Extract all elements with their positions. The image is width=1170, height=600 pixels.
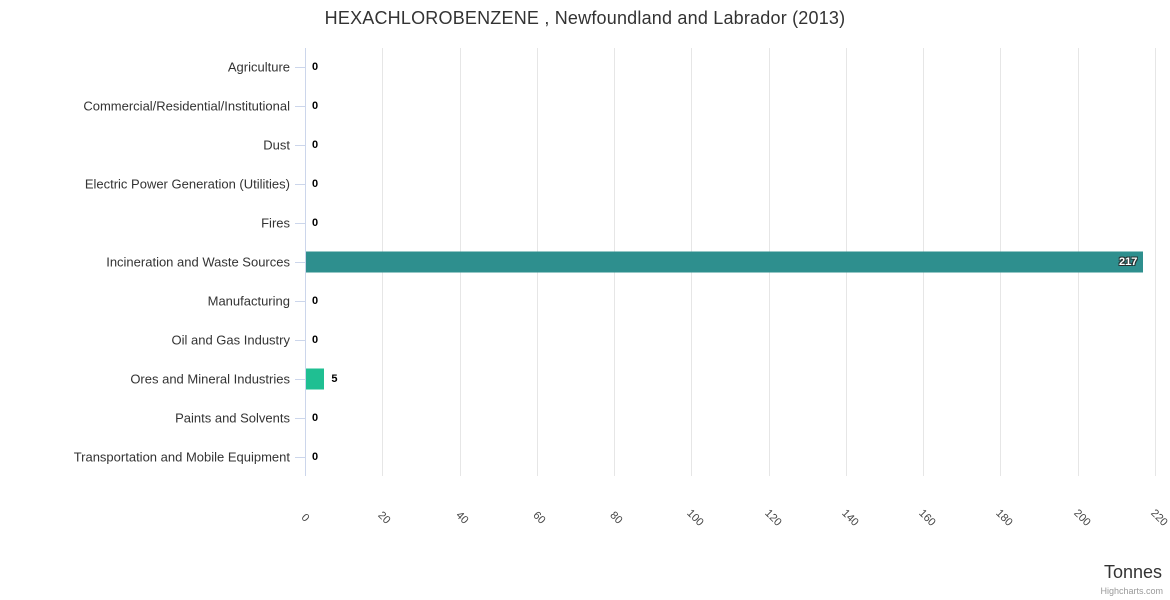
category-label: Agriculture [227, 59, 290, 75]
category-label: Ores and Mineral Industries [130, 371, 290, 387]
gridline [1155, 48, 1156, 476]
value-label: 217 [1119, 255, 1138, 268]
x-tick-label: 40 [452, 509, 471, 527]
category-tick [295, 106, 305, 108]
category-label: Fires [261, 215, 290, 231]
bar-row: Incineration and Waste Sources 217 [106, 243, 1155, 282]
category-tick [295, 184, 305, 186]
bar-row: Commercial/Residential/Institutional 0 [83, 87, 1155, 126]
category-axis-line [305, 48, 306, 476]
category-label: Commercial/Residential/Institutional [83, 98, 290, 114]
category-tick [295, 339, 305, 341]
x-tick-label: 100 [684, 507, 707, 529]
category-tick [295, 378, 305, 380]
value-label: 0 [312, 294, 319, 307]
bar-row: Paints and Solvents 0 [175, 398, 1155, 437]
value-label: 5 [331, 372, 338, 385]
category-tick [295, 261, 305, 263]
bar-row: Transportation and Mobile Equipment 0 [74, 437, 1155, 476]
category-tick [295, 67, 305, 69]
x-tick-label: 20 [375, 509, 393, 527]
value-label: 0 [312, 139, 319, 152]
value-label: 0 [312, 450, 319, 463]
x-tick-label: 160 [916, 507, 938, 529]
category-tick [295, 300, 305, 302]
category-label: Electric Power Generation (Utilities) [84, 176, 290, 192]
bar-row: Agriculture 0 [228, 48, 1155, 87]
bar-row: Ores and Mineral Industries 5 [130, 359, 1155, 398]
value-label: 0 [312, 100, 319, 113]
value-label: 0 [312, 178, 319, 191]
category-label: Incineration and Waste Sources [106, 254, 290, 270]
category-tick [295, 456, 305, 458]
category-tick [295, 145, 305, 147]
category-label: Paints and Solvents [175, 410, 290, 426]
x-axis-title: Tonnes [1103, 562, 1162, 582]
x-tick-label: 0 [298, 511, 312, 525]
x-tick-label: 200 [1070, 507, 1093, 529]
x-tick-label: 120 [761, 507, 784, 529]
category-label: Manufacturing [207, 293, 290, 309]
bar-row: Dust 0 [263, 126, 1155, 165]
highcharts-credits-link[interactable]: Highcharts.com [1100, 586, 1163, 596]
x-tick-label: 80 [607, 509, 625, 527]
plot-area: Agriculture 0 Commercial/Residential/Insti… [74, 48, 1156, 476]
bar-row: Fires 0 [261, 204, 1155, 243]
x-tick-label: 180 [993, 507, 1016, 529]
x-tick-label: 60 [530, 509, 548, 527]
category-tick [295, 223, 305, 225]
bar[interactable] [305, 368, 325, 390]
value-label: 0 [312, 411, 319, 424]
bar[interactable] [305, 251, 1144, 273]
bar-row: Manufacturing 0 [208, 281, 1155, 320]
category-label: Dust [263, 137, 290, 153]
category-label: Oil and Gas Industry [171, 332, 291, 348]
category-tick [295, 417, 305, 419]
bar-row: Oil and Gas Industry 0 [172, 320, 1155, 359]
chart-title: HEXACHLOROBENZENE , Newfoundland and Lab… [324, 8, 846, 28]
x-tick-label: 140 [839, 507, 861, 529]
bar-row: Electric Power Generation (Utilities) 0 [85, 165, 1155, 204]
value-label: 0 [312, 217, 319, 230]
value-label: 0 [312, 61, 319, 74]
x-tick-label: 220 [1148, 507, 1170, 529]
category-label: Transportation and Mobile Equipment [73, 449, 290, 465]
value-label: 0 [312, 333, 319, 346]
